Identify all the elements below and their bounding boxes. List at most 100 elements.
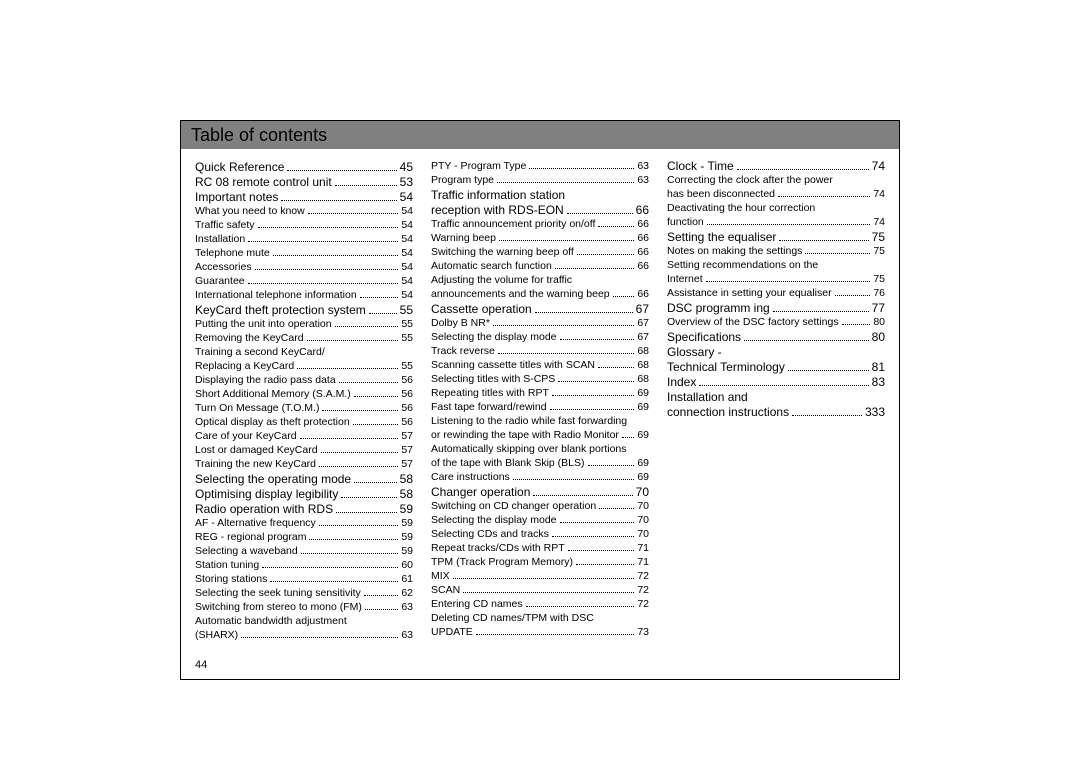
toc-entry-major: Important notes54 [195,190,413,204]
toc-entry-major: Cassette operation 67 [431,302,649,316]
toc-entry-page: 58 [400,487,413,501]
toc-entry-page: 80 [873,315,885,329]
toc-entry-major: Index83 [667,375,885,389]
toc-entry-page: 74 [873,187,885,201]
dot-leader [300,431,399,439]
toc-entry-label: Turn On Message (T.O.M.) [195,401,319,415]
dot-leader [248,276,399,284]
toc-entry-minor: Switching the warning beep off66 [431,245,649,259]
toc-entry-label: has been disconnected [667,187,775,201]
toc-entry-page: 60 [401,558,413,572]
dot-leader [707,217,871,225]
toc-entry-label: Technical Terminology [667,360,785,374]
toc-entry-label: AF - Alternative frequency [195,516,316,530]
toc-entry-label: Storing stations [195,572,267,586]
toc-entry-major: reception with RDS-EON66 [431,203,649,217]
toc-entry-label: Removing the KeyCard [195,331,304,345]
toc-entry-minor: Station tuning60 [195,558,413,572]
toc-entry-page: 73 [637,625,649,639]
toc-entry-minor: Telephone mute54 [195,246,413,260]
dot-leader [706,274,871,282]
toc-entry-page: 67 [637,316,649,330]
toc-entry-minor: Selecting titles with S-CPS68 [431,372,649,386]
toc-entry-label: DSC programm ing [667,301,770,315]
toc-entry-label: Program type [431,173,494,187]
toc-entry-label: Optimising display legibility [195,487,338,501]
toc-entry-page: 67 [636,302,649,316]
dot-leader [526,599,635,607]
dot-leader [301,546,399,554]
toc-entry-page: 71 [637,541,649,555]
toc-entry-minor: Switching from stereo to mono (FM)63 [195,600,413,614]
dot-leader [773,304,869,312]
toc-entry-page: 66 [637,245,649,259]
toc-entry-continuation: Training a second KeyCard/ [195,345,413,359]
toc-entry-label: Traffic announcement priority on/off [431,217,595,231]
toc-entry-label: SCAN [431,583,460,597]
toc-entry-minor: Fast tape forward/rewind69 [431,400,649,414]
toc-entry-minor: Selecting CDs and tracks70 [431,527,649,541]
toc-entry-page: 58 [400,472,413,486]
toc-entry-page: 69 [637,400,649,414]
dot-leader [699,378,868,386]
toc-entry-minor: Repeat tracks/CDs with RPT 71 [431,541,649,555]
toc-entry-page: 59 [400,502,413,516]
toc-entry-major: Changer operation70 [431,485,649,499]
page-title: Table of contents [181,121,899,149]
toc-entry-page: 55 [401,331,413,345]
toc-entry-page: 70 [637,499,649,513]
dot-leader [335,178,397,186]
dot-leader [273,248,399,256]
dot-leader [835,288,871,296]
toc-entry-label: Internet [667,272,703,286]
toc-entry-page: 54 [401,288,413,302]
dot-leader [493,318,634,326]
toc-entry-minor: Track reverse68 [431,344,649,358]
toc-entry-minor: REG - regional program59 [195,530,413,544]
dot-leader [792,408,862,416]
toc-entry-label: Guarantee [195,274,245,288]
toc-entry-page: 56 [401,373,413,387]
toc-entry-label: Cassette operation [431,302,532,316]
toc-entry-major: Optimising display legibility 58 [195,487,413,501]
toc-entry-minor: Selecting a waveband59 [195,544,413,558]
dot-leader [598,219,634,227]
toc-entry-page: 56 [401,415,413,429]
toc-entry-minor: Traffic announcement priority on/off66 [431,217,649,231]
toc-entry-continuation: Automatically skipping over blank portio… [431,442,649,456]
toc-entry-page: 63 [401,628,413,642]
dot-leader [552,388,634,396]
dot-leader [369,306,397,314]
toc-entry-label: Automatic search function [431,259,552,273]
dot-leader [322,403,398,411]
toc-entry-label: (SHARX) [195,628,238,642]
toc-entry-label: Training the new KeyCard [195,457,316,471]
toc-entry-minor: Removing the KeyCard 55 [195,331,413,345]
toc-entry-minor: Program type63 [431,173,649,187]
toc-entry-label: Installation [195,232,245,246]
toc-entry-page: 83 [872,375,885,389]
toc-entry-page: 54 [401,260,413,274]
toc-entry-minor: Scanning cassette titles with SCAN68 [431,358,649,372]
toc-entry-label: PTY - Program Type [431,159,526,173]
dot-leader [788,363,869,371]
toc-entry-continuation: Listening to the radio while fast forwar… [431,414,649,428]
dot-leader [588,458,635,466]
toc-entry-minor: International telephone information54 [195,288,413,302]
toc-entry-label: Quick Reference [195,160,284,174]
toc-entry-label: Repeat tracks/CDs with RPT [431,541,565,555]
toc-entry-minor: Lost or damaged KeyCard57 [195,443,413,457]
toc-entry-page: 70 [637,513,649,527]
toc-entry-minor: Optical display as theft protection56 [195,415,413,429]
dot-leader [341,490,396,498]
dot-leader [779,233,868,241]
toc-entry-minor: Overview of the DSC factory settings 80 [667,315,885,329]
toc-entry-label: Scanning cassette titles with SCAN [431,358,595,372]
toc-entry-minor: UPDATE73 [431,625,649,639]
toc-entry-page: 68 [637,372,649,386]
toc-entry-label: RC 08 remote control unit [195,175,332,189]
toc-entry-page: 57 [401,443,413,457]
toc-entry-minor: Care of your KeyCard57 [195,429,413,443]
toc-entry-label: Overview of the DSC factory settings [667,315,839,329]
toc-entry-page: 61 [401,572,413,586]
